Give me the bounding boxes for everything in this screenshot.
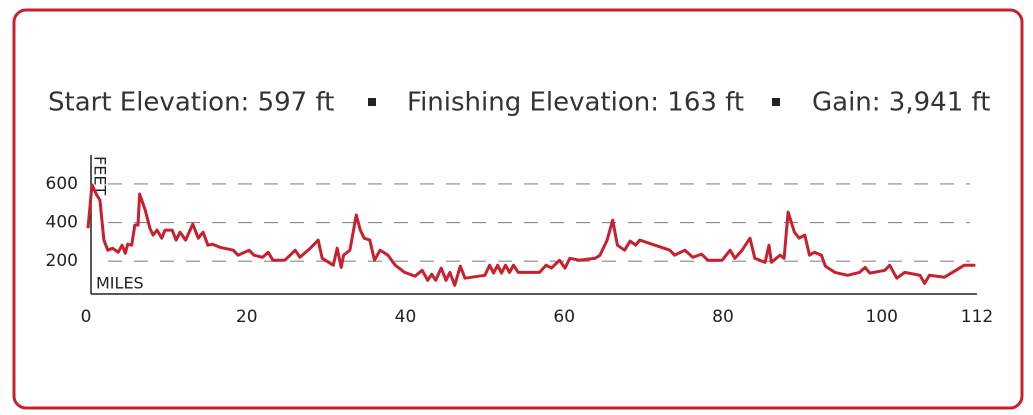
y-tick-label: 400: [46, 213, 78, 233]
y-tick-label: 600: [46, 174, 78, 194]
separator: [772, 98, 780, 106]
x-tick-label: 40: [395, 307, 417, 327]
x-tick-label: 100: [866, 307, 898, 327]
y-tick-label: 200: [46, 251, 78, 271]
stat: Finishing Elevation: 163 ft: [407, 88, 744, 118]
elevation-line: [86, 183, 976, 287]
stat: Gain: 3,941 ft: [812, 88, 990, 118]
x-tick-label: 0: [81, 307, 92, 327]
stat: Start Elevation: 597 ft: [48, 88, 334, 118]
x-axis-label: MILES: [96, 274, 144, 293]
y-axis-label: FEET: [91, 156, 110, 195]
x-tick-label: 112: [961, 307, 993, 327]
x-tick-label: 80: [712, 307, 734, 327]
x-tick-label: 60: [553, 307, 575, 327]
x-tick-label: 20: [236, 307, 258, 327]
card: [12, 8, 1024, 410]
separator: [368, 98, 376, 106]
